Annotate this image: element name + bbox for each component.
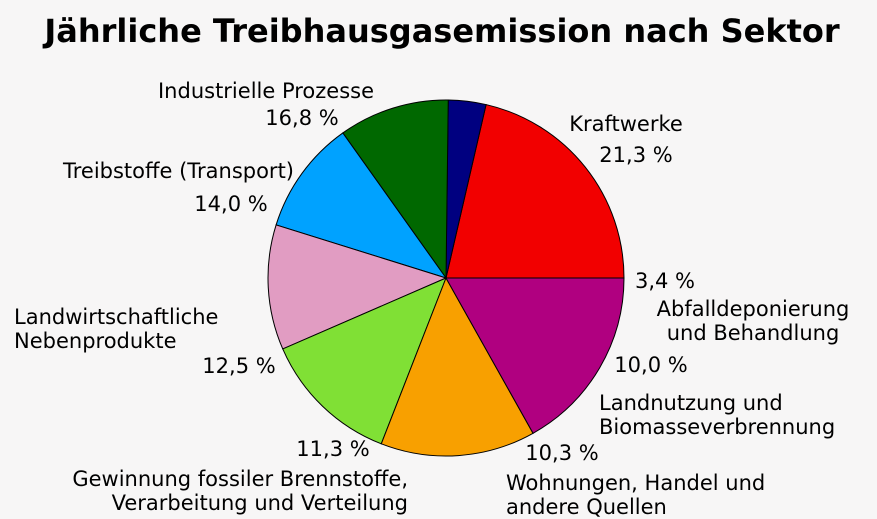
slice-2-label-line-1: Abfalldeponierung (657, 297, 850, 321)
slice-2-label-line-2: und Behandlung (667, 321, 840, 345)
pie-slice-4 (275, 132, 448, 279)
pie-slice-1 (445, 103, 625, 279)
pie-slice-7 (380, 276, 534, 457)
slice-3-value-label: 10,0 % (614, 353, 687, 377)
slice-6-label-line-2: Nebenprodukte (14, 329, 177, 353)
chart-title: Jährliche Treibhausgasemission nach Sekt… (42, 12, 840, 50)
slice-4-value-label: 10,3 % (525, 441, 598, 465)
slice-5-value-label: 11,3 % (296, 437, 369, 461)
slice-8-label-line-1: Industrielle Prozesse (158, 79, 374, 103)
pie-slice-6 (282, 277, 447, 445)
slice-6-label-line-1: Landwirtschaftliche (14, 305, 218, 329)
slice-1-label-line-1: Kraftwerke (569, 112, 683, 136)
slice-4-label-line-2: andere Quellen (506, 495, 667, 519)
slice-6-value-label: 12,5 % (202, 354, 275, 378)
slice-1-value-label: 21,3 % (599, 143, 672, 167)
pie-slice-3 (342, 99, 449, 280)
slice-3-label-line-1: Landnutzung und (599, 391, 783, 415)
slice-5-label-line-1: Gewinnung fossiler Brennstoffe, (72, 467, 408, 491)
pie-slices (267, 99, 625, 457)
slice-8-value-label: 16,8 % (265, 106, 338, 130)
slice-5-label-line-2: Verarbeitung und Verteilung (112, 491, 408, 515)
slice-7-value-label: 14,0 % (194, 192, 267, 216)
slice-2-value-label: 3,4 % (635, 269, 695, 293)
pie-slice-8 (445, 277, 625, 434)
slice-7-label-line-1: Treibstoffe (Transport) (62, 159, 294, 183)
slice-4-label-line-1: Wohnungen, Handel und (506, 471, 765, 495)
pie-slice-5 (267, 224, 448, 350)
slice-3-label-line-2: Biomasseverbrennung (599, 415, 835, 439)
